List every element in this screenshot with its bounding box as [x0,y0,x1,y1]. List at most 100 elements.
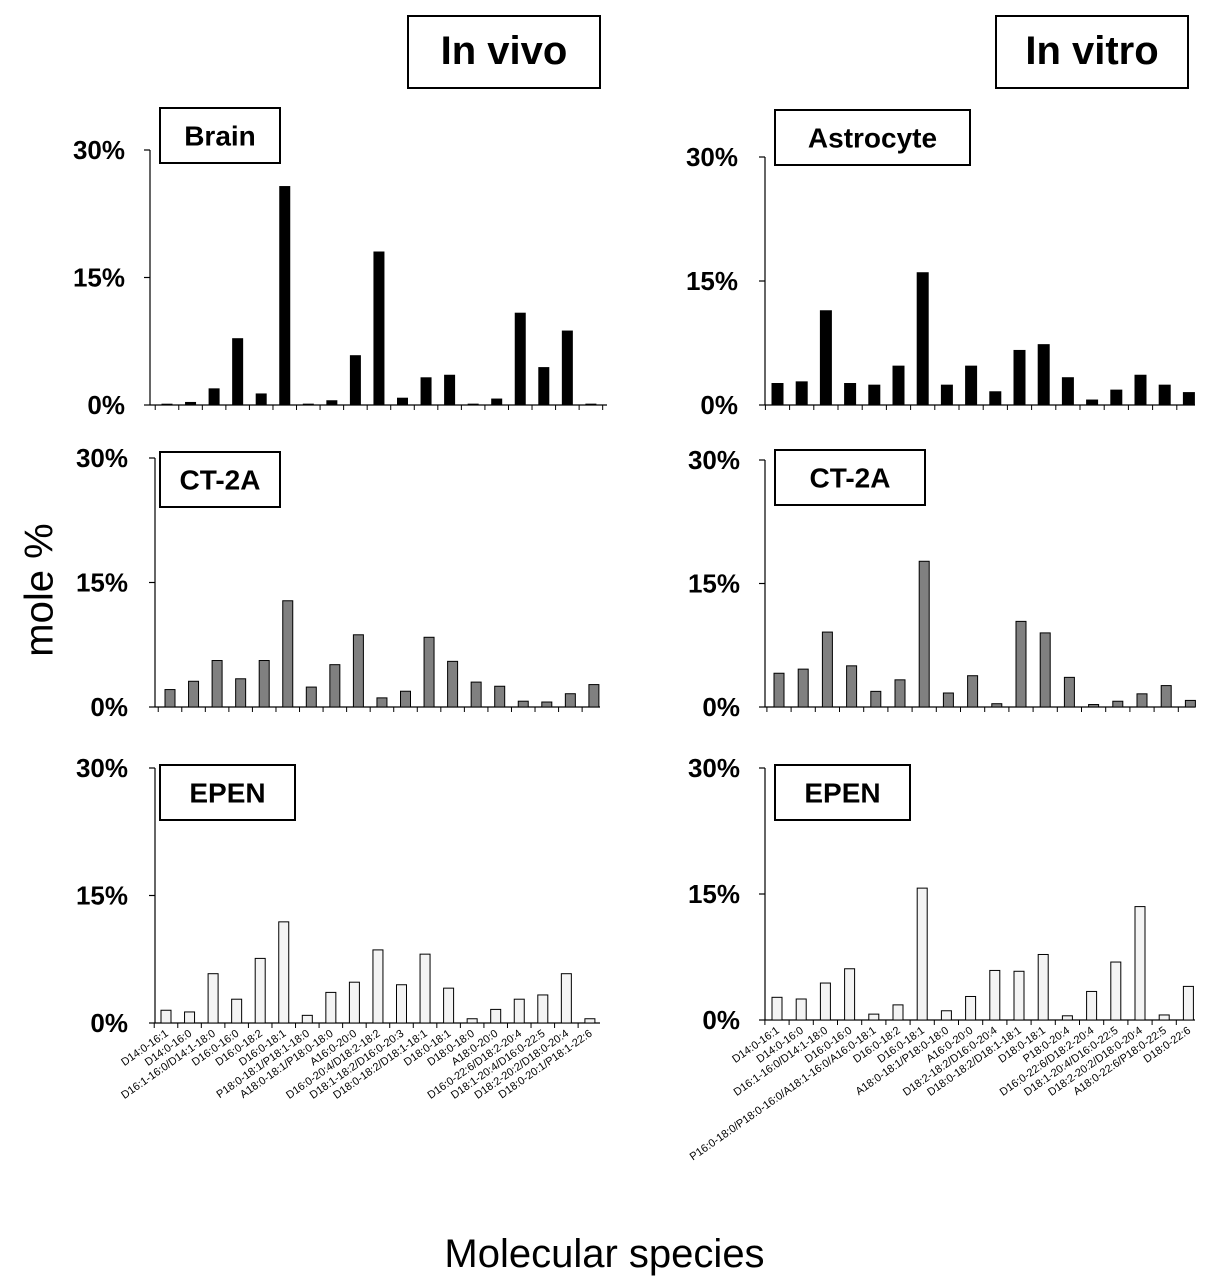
bar [325,991,337,1024]
bar [989,969,1001,1021]
bar [1160,685,1172,708]
bar [1039,632,1051,708]
bar [916,887,928,1021]
bar [302,403,314,406]
bar [208,388,220,406]
panel-title: EPEN [804,778,880,809]
bar [423,636,435,708]
in-vivo-header: In vivo [407,15,601,89]
chart-panel: 0%15%30%EPEND14:0-16:1D14:0-16:0D16:1-16… [76,753,600,1102]
chart-panel: 0% 15% 30% Brain [73,107,607,420]
y-tick-label: 30% [688,445,740,475]
bar [467,403,479,406]
bar [846,665,858,708]
bar [1063,676,1075,708]
bar [584,1018,596,1024]
bar [942,692,954,708]
bar [258,660,270,708]
panel-title: EPEN [189,778,265,809]
bar [1136,693,1148,708]
bar [1061,1015,1073,1021]
bar [490,1008,502,1024]
bar [538,367,550,406]
in-vitro-header: In vitro [995,15,1189,89]
bar [161,403,173,406]
bar [184,1011,196,1024]
bar [397,397,408,406]
bar [564,693,576,708]
bar [819,310,832,406]
bar [1112,700,1124,708]
bar [844,383,857,406]
bar [771,996,783,1021]
y-tick-label: 30% [76,443,128,473]
bar [207,973,219,1024]
bar [1086,399,1099,406]
y-tick-label: 0% [702,1005,740,1035]
bar [348,981,360,1024]
bar [1158,384,1171,406]
x-axis-label: Molecular species [444,1232,765,1276]
y-tick-label: 0% [700,390,738,420]
bar [1184,699,1196,708]
y-tick-label: 30% [686,142,738,172]
bar [868,1013,880,1021]
y-tick-label: 0% [702,692,740,722]
bar [870,690,882,708]
bar [965,995,977,1021]
bar [795,998,807,1021]
bar [1061,377,1074,406]
bar [419,953,431,1024]
bar [795,381,808,406]
bar [513,998,525,1024]
panel-title: CT-2A [810,463,891,494]
bar [188,680,200,708]
panel-title-box [159,451,281,508]
bar [1182,392,1195,406]
bar [892,365,905,406]
bar [349,355,361,406]
bar [235,678,247,708]
bar [991,703,1003,708]
chart-panel: 0% 15% 30% CT-2A [688,445,1196,722]
y-tick-label: 30% [73,135,125,165]
bar [797,668,809,708]
bar [282,600,294,708]
panel-title: Brain [184,121,256,152]
bar [185,401,197,406]
bar [352,634,364,708]
panel-title: Astrocyte [808,123,937,154]
bar [989,391,1002,406]
bar [819,982,831,1021]
y-tick-label: 15% [76,568,128,598]
bar [255,393,267,406]
bar [279,186,291,406]
bar [1013,970,1025,1021]
bar [1134,906,1146,1021]
bar [1134,374,1147,406]
bar [541,701,553,708]
bar [940,384,953,406]
panel-title: CT-2A [180,465,261,496]
panel-title-box [159,764,296,821]
bar [1037,344,1050,406]
bar [278,921,290,1024]
bar [494,685,506,708]
bar [588,684,600,708]
chart-panel: 0% 15% 30% CT-2A [76,443,600,722]
y-tick-label: 30% [76,753,128,783]
bar [1158,1014,1170,1021]
bar [560,973,572,1024]
bar [470,681,482,708]
bar [1110,961,1122,1021]
bar [326,400,338,406]
bar [231,998,243,1024]
panel-title-box [774,764,911,821]
panel-title-box [159,107,281,164]
bar [305,686,317,708]
y-tick-label: 15% [76,881,128,911]
bar [561,330,573,406]
bar [1088,704,1100,708]
panel-title-box [774,449,926,506]
